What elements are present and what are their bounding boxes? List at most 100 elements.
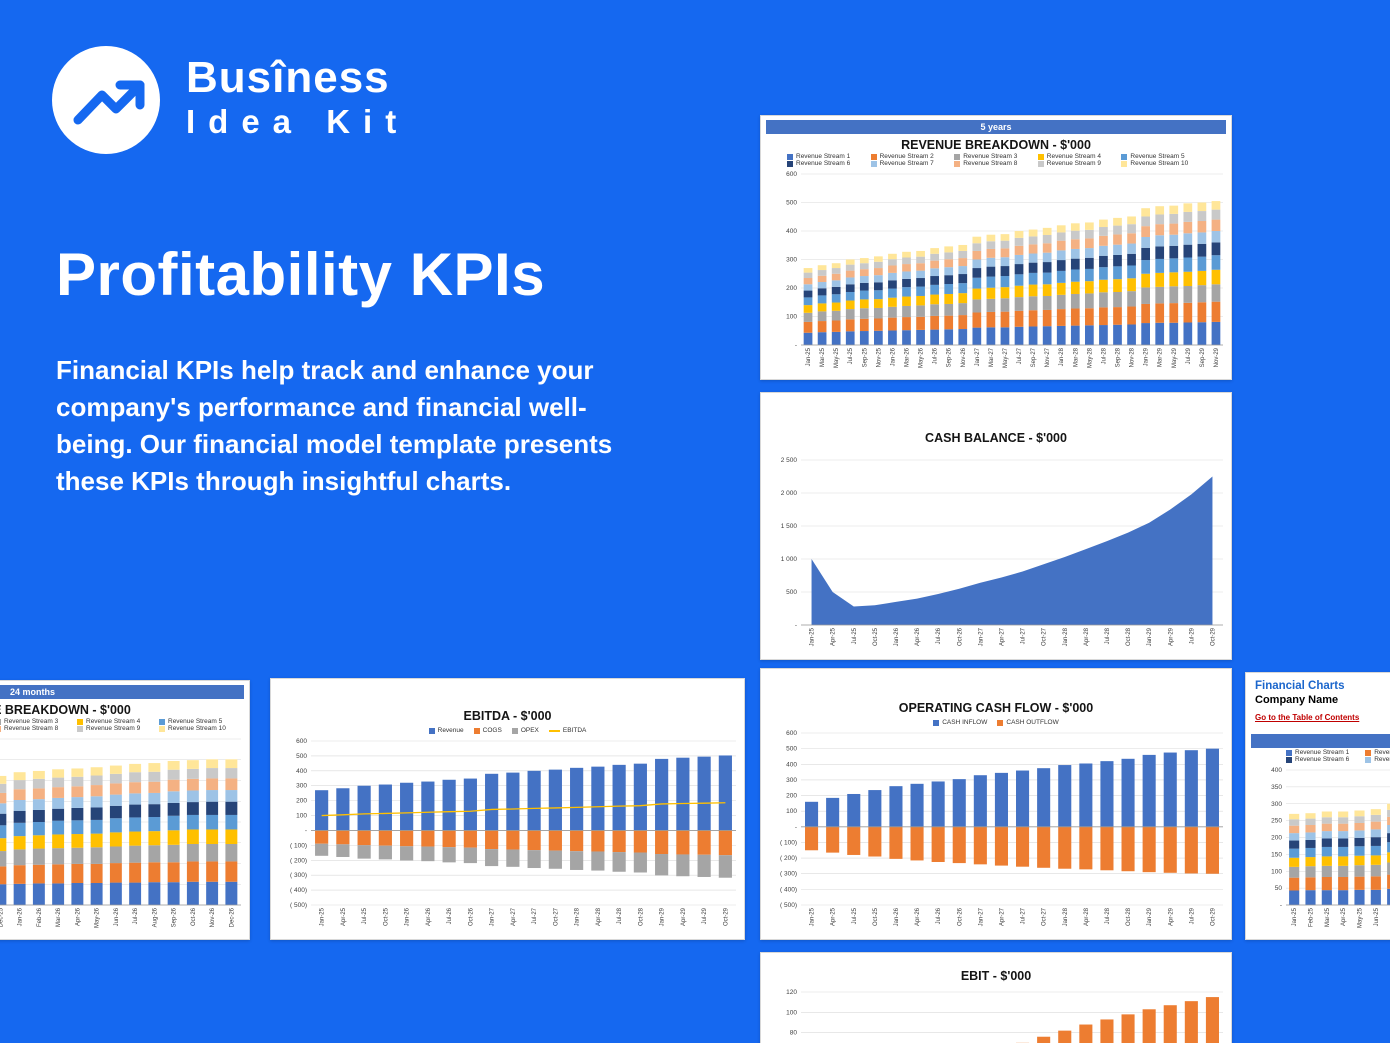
svg-text:Apr-25: Apr-25: [831, 907, 837, 926]
svg-text:Jan-25: Jan-25: [810, 627, 816, 646]
legend-swatch-icon: [933, 719, 940, 726]
svg-text:Sep-29: Sep-29: [1200, 347, 1206, 367]
chart-title-revenue-breakdown-24m: REVENUE BREAKDOWN - $'000: [0, 703, 131, 717]
svg-text:Jan-27: Jan-27: [978, 627, 984, 646]
legend-swatch-icon: [0, 725, 1, 732]
svg-text:( 200): ( 200): [290, 857, 307, 864]
legend-label: Revenue Stream 8: [963, 160, 1018, 167]
svg-text:May-28: May-28: [1087, 347, 1093, 368]
svg-text:Oct-26: Oct-26: [468, 907, 474, 926]
svg-text:Jan-26: Jan-26: [18, 907, 24, 926]
table-of-contents-link[interactable]: Go to the Table of Contents: [1255, 713, 1360, 722]
legend-label: OPEX: [520, 727, 539, 734]
legend-item: Revenue Stream 4: [77, 718, 140, 725]
svg-text:600: 600: [786, 171, 797, 178]
legend-swatch-icon: [870, 153, 877, 160]
svg-text:Jul-29: Jul-29: [1186, 347, 1192, 364]
legend-label: Revenue Stream 2: [879, 153, 934, 160]
svg-text:Apr-26: Apr-26: [75, 907, 81, 926]
svg-text:2 000: 2 000: [781, 490, 798, 497]
svg-text:Jan-27: Jan-27: [975, 347, 981, 366]
svg-text:May-25: May-25: [1358, 907, 1364, 928]
svg-text:400: 400: [786, 761, 797, 768]
svg-text:Jan-29: Jan-29: [1147, 627, 1153, 646]
svg-text:Jan-25: Jan-25: [806, 347, 812, 366]
financial-charts-panel: Financial Charts Company Name Go to the …: [1245, 672, 1390, 940]
legend-label: Revenue Stream 5: [1130, 153, 1185, 160]
logo: Busîness Idea Kit: [52, 46, 409, 154]
legend-swatch-icon: [77, 725, 83, 732]
legend-item: Revenue Stream 6: [787, 160, 850, 167]
trend-arrow-icon: [52, 46, 160, 154]
svg-text:Jul-27: Jul-27: [532, 907, 538, 924]
legend-label: Revenue Stream 4: [86, 718, 141, 725]
svg-text:100: 100: [1271, 868, 1282, 875]
legend-item: Revenue Stream 10: [159, 725, 226, 732]
legend-label: Revenue Stream 3: [4, 718, 59, 725]
legend-label: Revenue Stream 6: [796, 160, 851, 167]
legend-swatch-icon: [870, 160, 877, 167]
svg-text:2 500: 2 500: [781, 457, 798, 464]
legend-swatch-icon: [159, 725, 165, 732]
svg-text:Jun-25: Jun-25: [1374, 907, 1380, 926]
cash-balance-panel: CASH BALANCE - $'000 - 500 1 000 1 500 2 000…: [760, 392, 1232, 660]
legend-swatch-icon: [1286, 749, 1292, 756]
svg-text:Apr-25: Apr-25: [831, 627, 837, 646]
svg-text:500: 500: [786, 589, 797, 596]
svg-text:400: 400: [296, 768, 307, 775]
legend-swatch-icon: [954, 153, 961, 160]
legend-label: CASH OUTFLOW: [1006, 719, 1059, 726]
legend-label: Revenue Stream 9: [86, 725, 141, 732]
legend-label: Revenue Stream 6: [1295, 756, 1350, 763]
svg-text:Mar-29: Mar-29: [1158, 347, 1164, 367]
legend-label: Revenue Stream 8: [4, 725, 59, 732]
legend-item: Revenue Stream 3: [0, 718, 58, 725]
svg-text:500: 500: [296, 753, 307, 760]
svg-text:Oct-25: Oct-25: [383, 907, 389, 926]
svg-text:Jan-26: Jan-26: [405, 907, 411, 926]
legend-item: Revenue Stream 5: [1121, 153, 1185, 160]
revenue-breakdown-24m-chart: -50100150200250300350400Jan-25Feb-25Mar-…: [0, 738, 241, 928]
svg-text:Apr-29: Apr-29: [1168, 907, 1174, 926]
svg-text:Aug-26: Aug-26: [152, 907, 158, 927]
svg-text:( 100): ( 100): [780, 839, 797, 846]
svg-text:400: 400: [786, 228, 797, 235]
svg-text:200: 200: [786, 285, 797, 292]
svg-text:Jul-29: Jul-29: [1189, 627, 1195, 644]
legend-label: Revenue: [437, 727, 464, 734]
legend-swatch-icon: [548, 729, 560, 732]
chart-title-revenue-breakdown: REVENUE BREAKDOWN - $'000: [901, 138, 1091, 152]
legend-item: Revenue Stream 1: [787, 153, 850, 160]
legend-label: Revenue Stream 3: [963, 153, 1018, 160]
svg-text:Apr-29: Apr-29: [681, 907, 687, 926]
period-header-bar: [1251, 734, 1390, 748]
svg-text:Oct-26: Oct-26: [957, 627, 963, 646]
svg-text:Oct-29: Oct-29: [1210, 907, 1216, 926]
legend-item: Revenue Stream 6: [1286, 756, 1349, 763]
svg-text:Jul-29: Jul-29: [1189, 907, 1195, 924]
chart-legend: Revenue Stream 1 Revenue Stream 2 Revenue …: [761, 153, 1231, 169]
svg-text:Oct-29: Oct-29: [723, 907, 729, 926]
logo-wordmark-line1: Busîness: [186, 53, 390, 102]
svg-text:120: 120: [786, 989, 797, 996]
legend-swatch-icon: [0, 718, 1, 725]
page-title: Profitability KPIs: [56, 241, 546, 308]
svg-text:Nov-28: Nov-28: [1130, 347, 1136, 367]
svg-text:Mar-25: Mar-25: [1325, 907, 1331, 927]
svg-text:Jan-26: Jan-26: [894, 627, 900, 646]
svg-text:Mar-27: Mar-27: [989, 347, 995, 367]
svg-text:200: 200: [296, 798, 307, 805]
svg-text:Oct-27: Oct-27: [553, 907, 559, 926]
period-header-5-years: 5 years: [766, 120, 1226, 134]
legend-item: CASH OUTFLOW: [997, 719, 1059, 726]
legend-item: Revenue Stream 10: [1121, 160, 1188, 167]
svg-text:300: 300: [786, 777, 797, 784]
svg-text:( 400): ( 400): [780, 886, 797, 893]
legend-swatch-icon: [1037, 160, 1044, 167]
legend-swatch-icon: [1037, 153, 1044, 160]
svg-text:Sep-27: Sep-27: [1031, 347, 1037, 367]
legend-swatch-icon: [159, 718, 165, 725]
period-header-24-months: 24 months: [0, 685, 244, 699]
legend-label: Revenue Stream 10: [1130, 160, 1189, 167]
svg-text:500: 500: [786, 746, 797, 753]
